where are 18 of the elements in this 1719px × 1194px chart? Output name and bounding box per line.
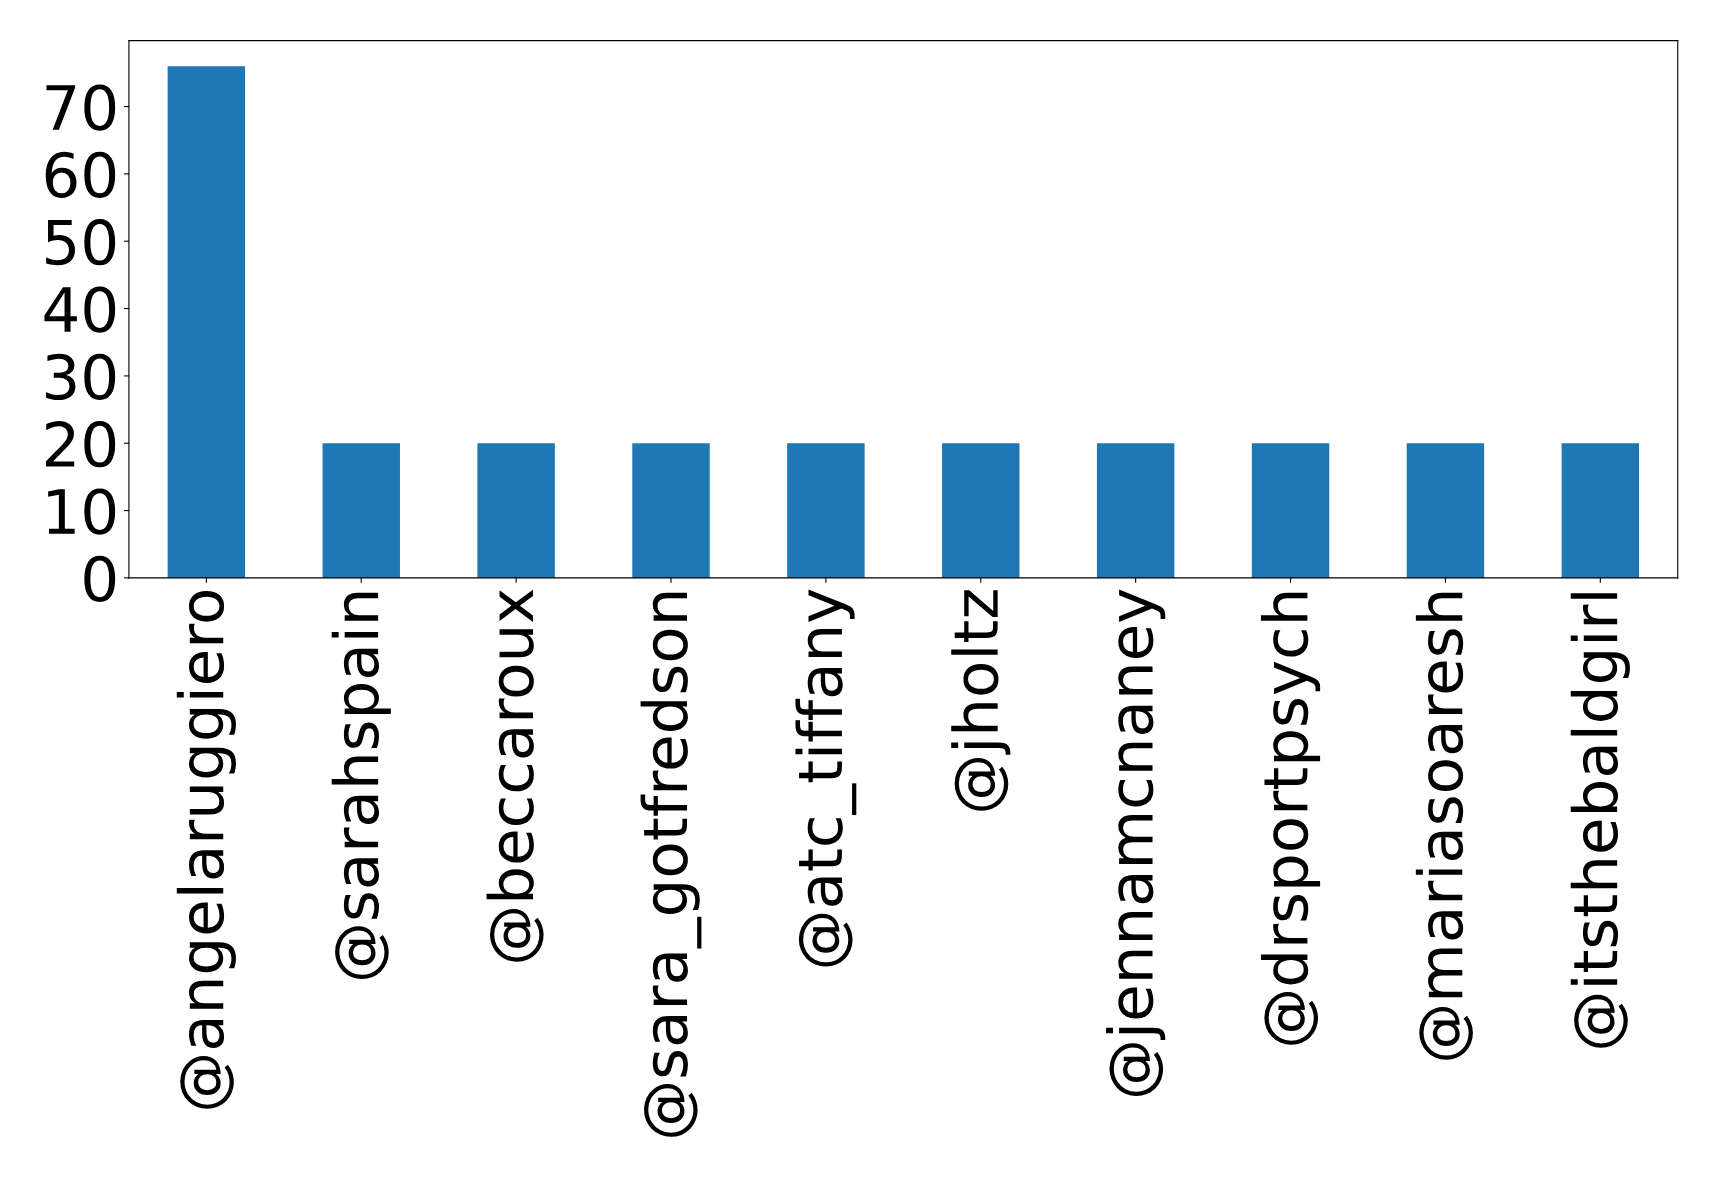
y-tick-label: 10 [48, 488, 116, 535]
x-tick-label: @atc_tiffany [795, 589, 857, 967]
x-tick-label: @beccaroux [486, 589, 544, 962]
x-tick-label: @drsportpsych [1260, 592, 1321, 1045]
y-tick-label: 0 [84, 555, 116, 602]
y-tick-label: 70 [46, 84, 116, 131]
x-tick-label: @angelaruggiero [176, 590, 236, 1109]
x-tick-label: @sarahspain [331, 592, 391, 980]
y-tick-label: 30 [46, 353, 116, 400]
x-tick-label: @sara_gotfredson [640, 592, 702, 1137]
x-tick-label: @itsthebaldgirl [1570, 593, 1630, 1048]
x-tick-label: @jennamcnaney [1106, 589, 1166, 1096]
y-tick-label: 60 [45, 151, 116, 198]
y-tick-label: 40 [44, 286, 116, 333]
x-tick-label: @jholtz [951, 590, 1011, 811]
y-tick-label: 50 [46, 219, 116, 266]
y-tick-label: 20 [45, 421, 116, 468]
x-tick-label: @mariasoaresh [1415, 592, 1473, 1060]
